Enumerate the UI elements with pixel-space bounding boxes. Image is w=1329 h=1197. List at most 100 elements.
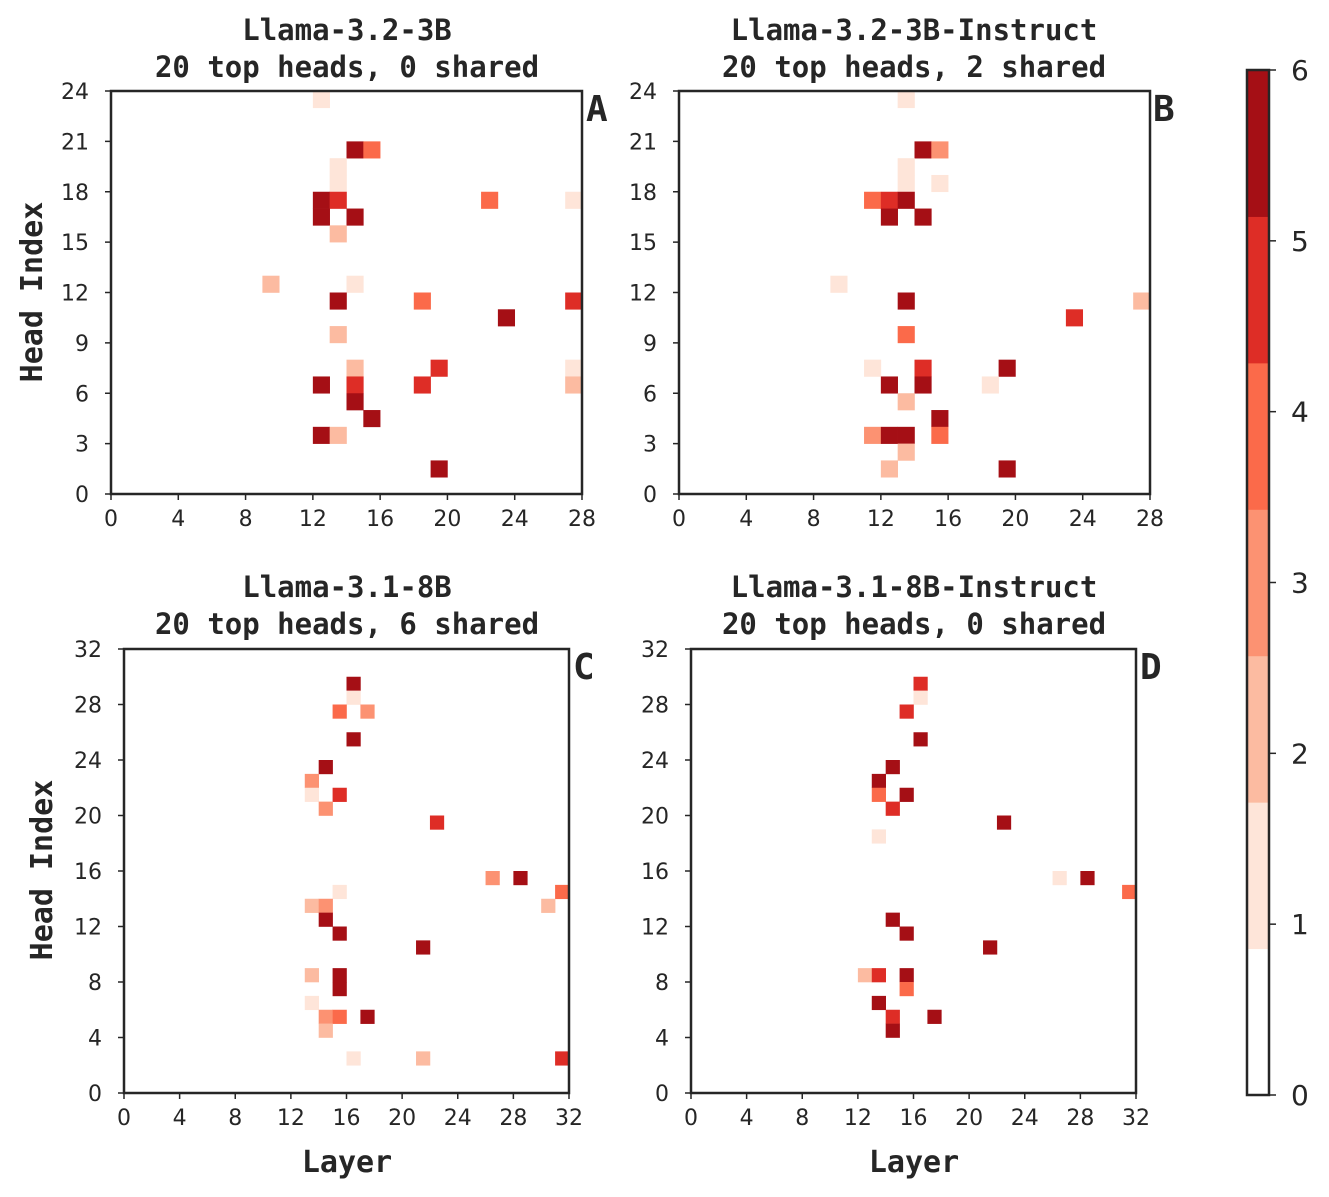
- heatmap-cell: [880, 376, 898, 394]
- heatmap-cell: [262, 275, 280, 293]
- x-tick-label: 4: [740, 1106, 754, 1131]
- x-tick-label: 8: [795, 1106, 809, 1131]
- heatmap-cell: [304, 773, 319, 789]
- colorbar-band: [1247, 802, 1269, 950]
- heatmap-cell: [565, 292, 583, 310]
- x-tick-label: 20: [1001, 507, 1029, 532]
- x-tick-label: 20: [955, 1106, 983, 1131]
- x-tick-label: 28: [568, 507, 596, 532]
- x-tick-label: 32: [555, 1106, 583, 1131]
- y-tick-label: 12: [641, 916, 669, 941]
- heatmap-cell: [864, 191, 882, 209]
- panel-c-y-ticks: 0 4 8 12 16 20 24 28 32: [74, 638, 124, 1107]
- heatmap-cell: [481, 191, 499, 209]
- colorbar-tick-label: 5: [1291, 225, 1309, 258]
- heatmap-cell: [565, 376, 583, 394]
- panel-d-title-line2: 20 top heads, 0 shared: [722, 607, 1106, 641]
- colorbar-tick-label: 0: [1291, 1079, 1309, 1112]
- panel-b-x-ticks: 0 4 8 12 16 20 24 28: [672, 494, 1164, 532]
- heatmap-cell: [363, 410, 381, 428]
- heatmap-cell: [914, 376, 932, 394]
- heatmap-cell: [312, 191, 330, 209]
- y-tick-label: 0: [655, 1082, 669, 1107]
- panel-a-title-line1: Llama-3.2-3B: [242, 13, 452, 47]
- heatmap-cell: [914, 141, 932, 159]
- heatmap-cell: [332, 787, 347, 802]
- x-tick-label: 24: [501, 507, 529, 532]
- heatmap-cell: [332, 926, 347, 941]
- panel-b-y-ticks: 0 3 6 9 12 15 18 21 24: [629, 80, 679, 508]
- heatmap-cell: [880, 191, 898, 209]
- heatmap-cell: [885, 1023, 900, 1038]
- y-tick-label: 24: [74, 749, 102, 774]
- colorbar-band: [1247, 216, 1269, 364]
- y-tick-label: 8: [655, 971, 669, 996]
- colorbar-tick-label: 6: [1291, 54, 1309, 87]
- heatmap-cell: [871, 995, 886, 1011]
- y-tick-label: 12: [629, 282, 657, 307]
- y-tick-label: 4: [655, 1027, 669, 1052]
- heatmap-cell: [899, 704, 914, 719]
- panel-d-x-axis-label: Layer: [869, 1145, 959, 1180]
- panel-b-letter: B: [1153, 89, 1175, 130]
- y-tick-label: 28: [641, 694, 669, 719]
- heatmap-cell: [871, 773, 886, 789]
- heatmap-cell: [497, 309, 516, 327]
- heatmap-cell: [897, 91, 915, 109]
- y-tick-label: 18: [61, 181, 89, 206]
- y-tick-label: 24: [641, 749, 669, 774]
- heatmap-cell: [541, 898, 556, 913]
- heatmap-cell: [897, 443, 915, 461]
- heatmap-cell: [312, 376, 330, 394]
- heatmap-cell: [914, 359, 932, 377]
- heatmap-cell: [346, 275, 364, 293]
- heatmap-cell: [913, 732, 928, 747]
- y-tick-label: 20: [74, 805, 102, 830]
- heatmap-cell: [899, 968, 914, 983]
- x-tick-label: 12: [277, 1106, 305, 1131]
- panel-a-y-ticks: 0 3 6 9 12 15 18 21 24: [61, 80, 111, 508]
- heatmap-cell: [329, 158, 347, 176]
- heatmap-cell: [332, 968, 347, 983]
- x-tick-label: 24: [444, 1106, 472, 1131]
- heatmap-cell: [346, 141, 364, 159]
- heatmap-cell: [998, 359, 1016, 377]
- heatmap-cell: [312, 91, 330, 109]
- heatmap-cell: [318, 760, 333, 775]
- panel-a: Llama-3.2-3B 20 top heads, 0 shared 0 4 8 1…: [15, 13, 608, 532]
- heatmap-cell: [360, 704, 375, 719]
- heatmap-cell: [346, 393, 364, 411]
- colorbar-tick-label: 2: [1291, 737, 1309, 770]
- y-tick-label: 6: [643, 382, 657, 407]
- heatmap-cell: [983, 940, 998, 955]
- heatmap-cell: [430, 460, 448, 478]
- panel-b-title-line1: Llama-3.2-3B-Instruct: [731, 13, 1098, 47]
- y-tick-label: 15: [629, 231, 657, 256]
- heatmap-cell: [996, 815, 1012, 830]
- heatmap-cell: [346, 208, 364, 226]
- heatmap-cell: [318, 912, 333, 927]
- heatmap-cell: [871, 787, 886, 802]
- panel-b-cells: [830, 91, 1151, 478]
- heatmap-cell: [332, 884, 347, 900]
- heatmap-cell: [304, 968, 319, 983]
- y-tick-label: 32: [641, 638, 669, 663]
- heatmap-cell: [360, 1009, 375, 1024]
- y-tick-label: 12: [74, 916, 102, 941]
- heatmap-cell: [931, 174, 949, 193]
- colorbar-band: [1247, 655, 1269, 803]
- heatmap-cell: [318, 898, 333, 913]
- heatmap-cell: [430, 359, 448, 377]
- heatmap-cell: [1065, 309, 1084, 327]
- x-tick-label: 16: [333, 1106, 361, 1131]
- heatmap-cell: [565, 191, 583, 209]
- heatmap-cell: [312, 426, 330, 444]
- heatmap-cell: [931, 410, 949, 428]
- heatmap-cell: [565, 359, 583, 377]
- heatmap-cell: [864, 359, 882, 377]
- heatmap-cell: [1052, 871, 1067, 886]
- x-tick-label: 4: [173, 1106, 187, 1131]
- heatmap-cell: [897, 292, 915, 310]
- x-tick-label: 12: [844, 1106, 872, 1131]
- x-tick-label: 20: [433, 507, 461, 532]
